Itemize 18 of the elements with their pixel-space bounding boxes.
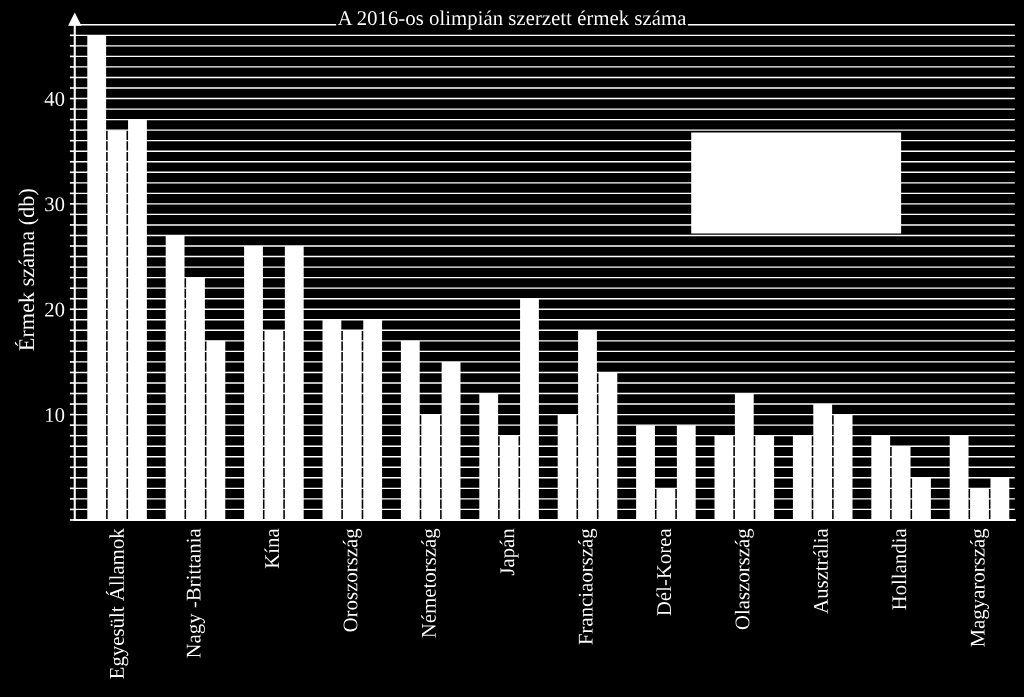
- x-tick-label: Hollandia: [891, 528, 907, 610]
- y-tick-label: 20: [45, 302, 65, 317]
- x-tick-label: Franciaország: [578, 528, 597, 645]
- x-tick-label: Kína: [264, 528, 280, 569]
- x-tick-label: Magyarország: [970, 528, 989, 647]
- y-axis-title: Érmek száma (db): [14, 189, 39, 351]
- y-tick-label: 40: [44, 91, 65, 106]
- chart-title: A 2016-os olimpián szerzett érmek száma: [337, 10, 687, 30]
- x-tick-label: Dél-Korea: [656, 528, 672, 616]
- y-tick-label: 10: [46, 407, 65, 423]
- x-tick-label: Németország: [421, 528, 441, 638]
- x-tick-label: Ausztrália: [813, 528, 828, 614]
- x-tick-label: Oroszország: [342, 528, 362, 632]
- x-tick-label: Olaszország: [734, 528, 754, 630]
- y-tick-label: 30: [45, 197, 65, 212]
- x-tick-label: Japán: [499, 528, 519, 576]
- x-tick-label: Egyesült Államok: [105, 528, 129, 679]
- x-tick-label: Nagy -Brittania: [186, 528, 205, 658]
